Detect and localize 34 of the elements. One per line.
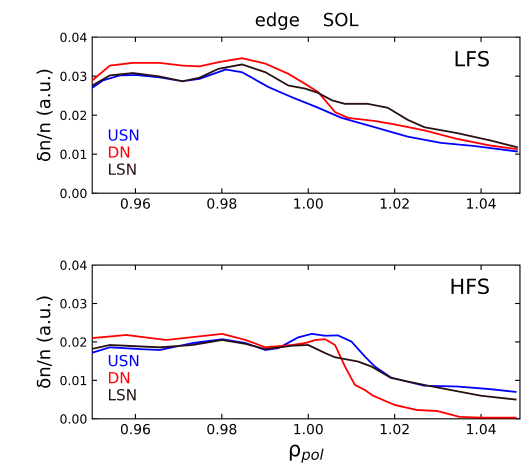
y-tick-label: 0.04	[60, 32, 87, 42]
y-tick-label: 0.04	[60, 260, 87, 270]
text: DN	[108, 372, 130, 384]
x-tick-label: 0.96	[120, 424, 150, 434]
x-tick-label: 1.00	[294, 424, 323, 434]
y-tick-label: 0.01	[60, 150, 86, 160]
text: DN	[108, 146, 130, 158]
line-series	[92, 339, 517, 400]
x-tick-label: 0.98	[207, 424, 236, 434]
y-tick-label: 0.03	[60, 298, 86, 308]
text: LSN	[108, 163, 136, 175]
y-tick-label: 0.03	[60, 72, 86, 82]
y-tick-label: 0.02	[60, 337, 86, 347]
annotation: LFS	[456, 50, 489, 67]
x-tick-label: 0.96	[120, 198, 150, 209]
x-tick-label: 1.02	[380, 198, 409, 209]
x-tick-label: 0.98	[207, 198, 236, 209]
y-axis-title: δn/n (a.u.)	[36, 70, 53, 162]
text: USN	[108, 129, 138, 141]
y-tick-label: 0.00	[60, 414, 87, 424]
line-series	[92, 332, 517, 419]
series-label: USN	[108, 354, 138, 366]
y-tick-label: 0.00	[60, 188, 87, 198]
x-tick-label: 1.04	[467, 424, 496, 434]
x-tick-label: 1.00	[294, 198, 323, 209]
x-axis-title: ρ$_{pol}$	[290, 444, 324, 463]
y-axis-title: δn/n (a.u.)	[36, 296, 53, 388]
chart-title: edge SOL	[256, 12, 358, 30]
x-tick-label: 1.04	[467, 198, 496, 209]
annotation: HFS	[452, 278, 489, 294]
y-tick-label: 0.01	[60, 376, 86, 386]
y-tick-label: 0.02	[60, 110, 86, 120]
x-tick-label: 1.02	[380, 424, 409, 434]
text: LSN	[108, 388, 136, 401]
